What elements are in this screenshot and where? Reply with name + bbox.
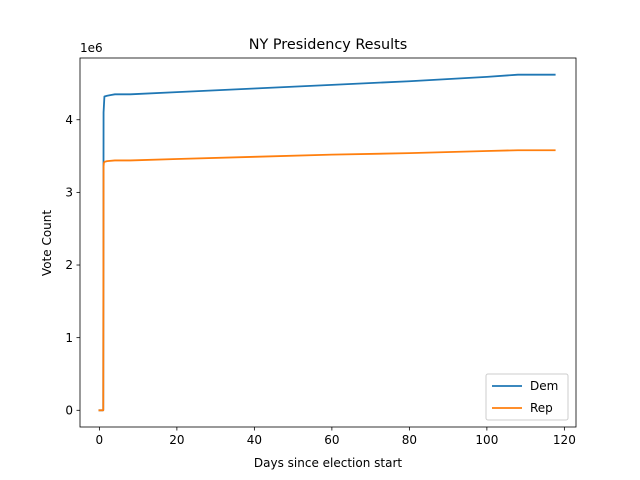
y-axis-offset-label: 1e6	[80, 41, 103, 55]
y-axis-ticks: 0 1 2 3 4	[65, 113, 80, 417]
y-tick-label: 1	[65, 331, 73, 345]
x-tick-label: 20	[169, 433, 184, 447]
x-tick-label: 100	[475, 433, 498, 447]
x-tick-label: 80	[402, 433, 417, 447]
y-tick-label: 4	[65, 113, 73, 127]
legend: Dem Rep	[485, 373, 569, 421]
y-tick-label: 0	[65, 403, 73, 417]
series-lines	[98, 73, 556, 412]
y-tick-label: 3	[65, 186, 73, 200]
chart-title: NY Presidency Results	[249, 37, 408, 53]
y-axis-label: Vote Count	[40, 210, 54, 276]
x-tick-label: 40	[247, 433, 262, 447]
axes-frame	[79, 57, 577, 428]
x-tick-label: 60	[324, 433, 339, 447]
x-axis-ticks: 0 20 40 60 80 100 120	[96, 427, 576, 447]
y-tick-label: 2	[65, 258, 73, 272]
plot-area	[79, 57, 577, 428]
series-line-rep	[98, 149, 556, 412]
legend-label-rep: Rep	[530, 401, 553, 415]
legend-label-dem: Dem	[530, 379, 558, 393]
x-tick-label: 0	[96, 433, 104, 447]
x-tick-label: 120	[553, 433, 576, 447]
x-axis-label: Days since election start	[254, 456, 402, 470]
